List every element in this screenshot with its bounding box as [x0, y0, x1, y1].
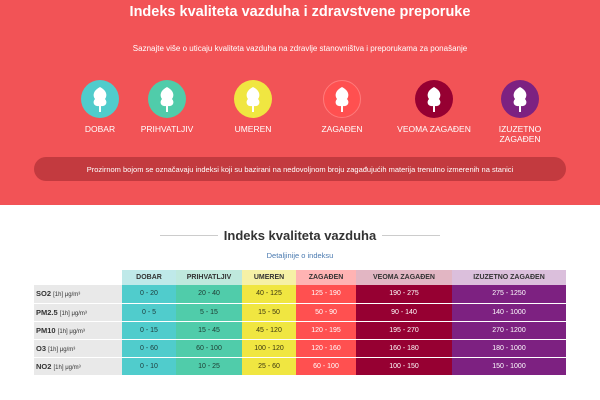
level-prihvatljiv: PRIHVATLJIV [127, 80, 207, 134]
header-izuzetno-zagaden: IZUZETNO ZAGAĐEN [452, 270, 566, 285]
range-cell: 270 - 1200 [452, 321, 566, 340]
level-zagaden: ZAGAĐEN [302, 80, 382, 134]
table-row: PM10 [1h] μg/m³ 0 - 15 15 - 45 45 - 120 … [34, 321, 566, 340]
range-cell: 120 - 160 [296, 339, 356, 358]
range-cell: 100 - 120 [242, 339, 296, 358]
title-divider-left [160, 235, 218, 236]
hero-subtitle: Saznajte više o uticaju kvaliteta vazduh… [132, 44, 468, 53]
range-cell: 10 - 25 [176, 357, 242, 376]
range-cell: 15 - 50 [242, 303, 296, 322]
range-cell: 50 - 90 [296, 303, 356, 322]
header-veoma-zagaden: VEOMA ZAGAĐEN [356, 270, 452, 285]
table-row: PM2.5 [1h] μg/m³ 0 - 5 5 - 15 15 - 50 50… [34, 303, 566, 322]
level-label: UMEREN [234, 124, 272, 134]
range-cell: 25 - 60 [242, 357, 296, 376]
pollutant-name: SO2 [36, 289, 52, 299]
range-cell: 150 - 1000 [452, 357, 566, 376]
header-pollutant [34, 270, 122, 285]
table-row: O3 [1h] μg/m³ 0 - 60 60 - 100 100 - 120 … [34, 339, 566, 358]
tree-icon [415, 80, 453, 118]
pollutant-unit: [1h] μg/m³ [48, 346, 76, 353]
pollutant-unit: [1h] μg/m³ [53, 292, 81, 299]
level-dobar: DOBAR [60, 80, 140, 134]
level-label: IZUZETNO ZAGAĐEN [480, 124, 560, 144]
pollutant-cell: PM10 [1h] μg/m³ [34, 321, 122, 340]
range-cell: 0 - 15 [122, 321, 176, 340]
header-prihvatljiv: PRIHVATLJIV [176, 270, 242, 285]
table-row: NO2 [1h] μg/m³ 0 - 10 10 - 25 25 - 60 60… [34, 357, 566, 376]
range-cell: 160 - 180 [356, 339, 452, 358]
index-section-title: Indeks kvaliteta vazduha [223, 228, 377, 243]
pollutant-name: O3 [36, 343, 47, 353]
transparency-notice: Prozirnom bojom se označavaju indeksi ko… [34, 157, 566, 181]
range-cell: 40 - 125 [242, 285, 296, 304]
table-header-row: DOBAR PRIHVATLJIV UMEREN ZAGAĐEN VEOMA Z… [34, 270, 566, 285]
range-cell: 0 - 5 [122, 303, 176, 322]
range-cell: 0 - 10 [122, 357, 176, 376]
range-cell: 45 - 120 [242, 321, 296, 340]
pollutant-cell: SO2 [1h] μg/m³ [34, 285, 122, 304]
level-label: ZAGAĐEN [321, 124, 363, 134]
pollutant-name: PM2.5 [36, 307, 58, 317]
range-cell: 190 - 275 [356, 285, 452, 304]
level-label: VEOMA ZAGAĐEN [397, 124, 471, 134]
aqi-table: DOBAR PRIHVATLJIV UMEREN ZAGAĐEN VEOMA Z… [34, 270, 566, 376]
level-label: DOBAR [84, 124, 116, 134]
range-cell: 0 - 60 [122, 339, 176, 358]
tree-icon [323, 80, 361, 118]
range-cell: 0 - 20 [122, 285, 176, 304]
pollutant-unit: [1h] μg/m³ [59, 310, 87, 317]
level-veoma-zagaden: VEOMA ZAGAĐEN [394, 80, 474, 134]
header-dobar: DOBAR [122, 270, 176, 285]
level-label: PRIHVATLJIV [140, 124, 194, 134]
pollutant-cell: PM2.5 [1h] μg/m³ [34, 303, 122, 322]
pollutant-unit: [1h] μg/m³ [53, 364, 81, 371]
title-divider-right [382, 235, 440, 236]
range-cell: 60 - 100 [296, 357, 356, 376]
table-row: SO2 [1h] μg/m³ 0 - 20 20 - 40 40 - 125 1… [34, 285, 566, 304]
tree-icon [501, 80, 539, 118]
pollutant-name: NO2 [36, 361, 52, 371]
page-title: Indeks kvaliteta vazduha i zdravstvene p… [129, 4, 471, 20]
tree-icon [81, 80, 119, 118]
range-cell: 100 - 150 [356, 357, 452, 376]
header-zagaden: ZAGAĐEN [296, 270, 356, 285]
hero-banner: Indeks kvaliteta vazduha i zdravstvene p… [0, 0, 600, 205]
index-detail-link[interactable]: Detaljinije o indeksu [266, 251, 334, 260]
level-label-line1: IZUZETNO [498, 124, 542, 134]
header-umeren: UMEREN [242, 270, 296, 285]
level-label-line2: ZAGAĐEN [499, 134, 541, 144]
tree-icon [148, 80, 186, 118]
range-cell: 60 - 100 [176, 339, 242, 358]
level-umeren: UMEREN [213, 80, 293, 134]
pollutant-cell: NO2 [1h] μg/m³ [34, 357, 122, 376]
range-cell: 275 - 1250 [452, 285, 566, 304]
range-cell: 180 - 1000 [452, 339, 566, 358]
range-cell: 20 - 40 [176, 285, 242, 304]
tree-icon [234, 80, 272, 118]
range-cell: 5 - 15 [176, 303, 242, 322]
pollutant-unit: [1h] μg/m³ [57, 328, 85, 335]
pollutant-cell: O3 [1h] μg/m³ [34, 339, 122, 358]
range-cell: 140 - 1000 [452, 303, 566, 322]
range-cell: 15 - 45 [176, 321, 242, 340]
range-cell: 125 - 190 [296, 285, 356, 304]
pollutant-name: PM10 [36, 325, 56, 335]
level-izuzetno-zagaden: IZUZETNO ZAGAĐEN [480, 80, 560, 144]
range-cell: 120 - 195 [296, 321, 356, 340]
range-cell: 195 - 270 [356, 321, 452, 340]
range-cell: 90 - 140 [356, 303, 452, 322]
